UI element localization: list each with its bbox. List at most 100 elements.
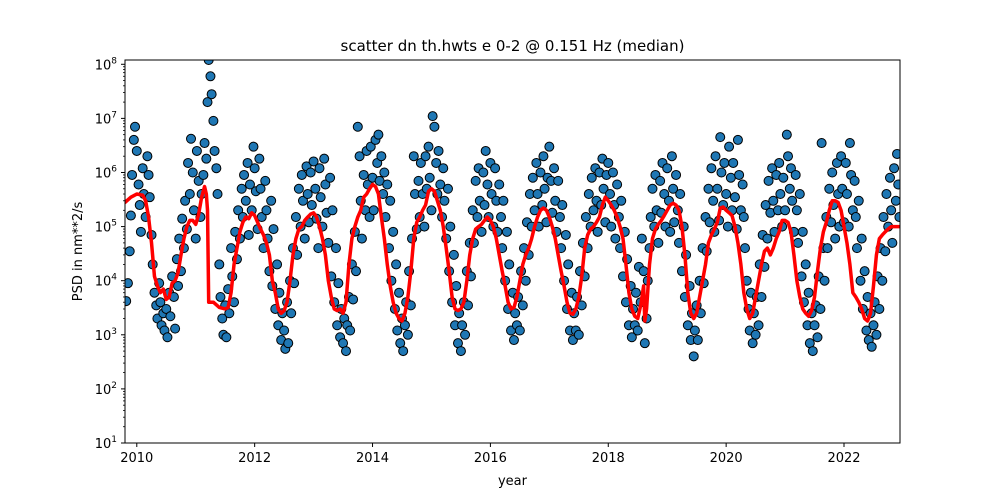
scatter-point xyxy=(330,243,341,254)
scatter-point xyxy=(286,308,297,319)
scatter-point xyxy=(478,167,489,178)
scatter-point xyxy=(476,226,487,237)
scatter-point xyxy=(708,195,719,206)
scatter-point xyxy=(682,320,693,331)
scatter-point xyxy=(610,233,621,244)
scatter-point xyxy=(433,145,444,156)
scatter-point xyxy=(729,192,740,203)
scatter-point xyxy=(583,189,594,200)
scatter-point xyxy=(616,195,627,206)
scatter-point xyxy=(249,163,260,174)
scatter-point xyxy=(438,163,449,174)
scatter-point xyxy=(504,259,515,270)
scatter-point xyxy=(467,205,478,216)
scatter-point xyxy=(762,233,773,244)
scatter-point xyxy=(790,169,801,180)
scatter-point xyxy=(630,287,641,298)
scatter-point xyxy=(373,129,384,140)
scatter-point xyxy=(214,259,225,270)
scatter-point xyxy=(800,259,811,270)
scatter-point xyxy=(413,175,424,186)
scatter-point xyxy=(211,163,222,174)
scatter-point xyxy=(162,332,173,343)
scatter-point xyxy=(598,183,609,194)
scatter-point xyxy=(254,153,265,164)
x-axis-label: year xyxy=(498,474,528,489)
scatter-point xyxy=(127,169,138,180)
scatter-point xyxy=(209,145,220,156)
scatter-point xyxy=(756,291,767,302)
scatter-point xyxy=(486,189,497,200)
scatter-point xyxy=(183,157,194,168)
scatter-point xyxy=(354,151,365,162)
scatter-point xyxy=(260,175,271,186)
scatter-point xyxy=(605,189,616,200)
scatter-point xyxy=(419,221,430,232)
scatter-point xyxy=(750,329,761,340)
scatter-point xyxy=(423,141,434,152)
x-tick-label: 2014 xyxy=(356,451,389,466)
scatter-point xyxy=(725,172,736,183)
scatter-point xyxy=(807,346,818,357)
scatter-point xyxy=(130,121,141,132)
scatter-point xyxy=(889,163,900,174)
scatter-point xyxy=(314,163,325,174)
scatter-point xyxy=(626,332,637,343)
scatter-point xyxy=(402,329,413,340)
scatter-point xyxy=(290,212,301,223)
scatter-point xyxy=(724,141,735,152)
scatter-point xyxy=(226,243,237,254)
scatter-point xyxy=(379,167,390,178)
scatter-point xyxy=(665,226,676,237)
scatter-point xyxy=(588,205,599,216)
scatter-point xyxy=(451,280,462,291)
scatter-point xyxy=(892,148,900,159)
scatter-point xyxy=(190,233,201,244)
scatter-point xyxy=(261,205,272,216)
scatter-point xyxy=(442,183,453,194)
scatter-point xyxy=(704,217,715,228)
scatter-point xyxy=(728,157,739,168)
scatter-point xyxy=(208,115,219,126)
scatter-point xyxy=(606,221,617,232)
scatter-point xyxy=(868,320,879,331)
scatter-point xyxy=(266,195,277,206)
scatter-point xyxy=(884,172,895,183)
scatter-point xyxy=(662,163,673,174)
scatter-point xyxy=(780,205,791,216)
scatter-point xyxy=(385,195,396,206)
scatter-point xyxy=(205,71,216,82)
scatter-point xyxy=(878,212,889,223)
scatter-point xyxy=(532,189,543,200)
scatter-point xyxy=(348,294,359,305)
scatter-point xyxy=(392,325,403,336)
scatter-point xyxy=(721,189,732,200)
x-tick-label: 2018 xyxy=(592,451,625,466)
scatter-point xyxy=(202,97,213,108)
scatter-point xyxy=(535,167,546,178)
x-tick-label: 2020 xyxy=(710,451,743,466)
scatter-point xyxy=(815,303,826,314)
scatter-point xyxy=(455,346,466,357)
scatter-point xyxy=(297,195,308,206)
scatter-point xyxy=(445,221,456,232)
scatter-point xyxy=(345,325,356,336)
scatter-point xyxy=(689,325,700,336)
scatter-point xyxy=(180,195,191,206)
scatter-point xyxy=(186,133,197,144)
scatter-point xyxy=(520,275,531,286)
scatter-point xyxy=(844,138,855,149)
scatter-point xyxy=(131,145,142,156)
scatter-point xyxy=(893,179,900,190)
scatter-point xyxy=(382,179,393,190)
scatter-point xyxy=(255,183,266,194)
scatter-point xyxy=(850,212,861,223)
scatter-point xyxy=(460,329,471,340)
scatter-point xyxy=(358,169,369,180)
scatter-point xyxy=(248,141,259,152)
scatter-point xyxy=(573,329,584,340)
scatter-point xyxy=(874,303,885,314)
scatter-series xyxy=(125,60,900,362)
scatter-point xyxy=(239,169,250,180)
scatter-point xyxy=(490,163,501,174)
